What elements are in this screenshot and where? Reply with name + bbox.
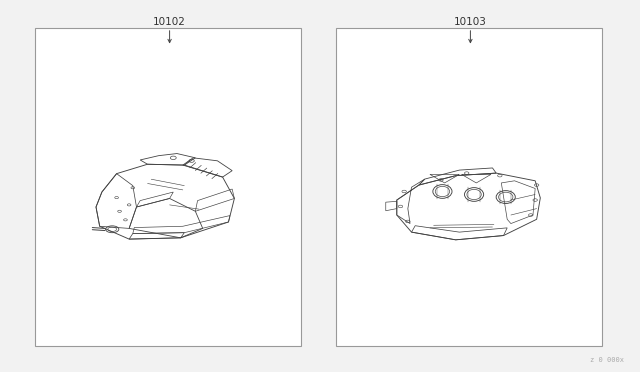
Text: z 0 000x: z 0 000x — [590, 357, 624, 363]
Text: 10102: 10102 — [153, 17, 186, 27]
Bar — [336, 28, 602, 346]
Bar — [35, 28, 301, 346]
Text: 10103: 10103 — [454, 17, 487, 27]
